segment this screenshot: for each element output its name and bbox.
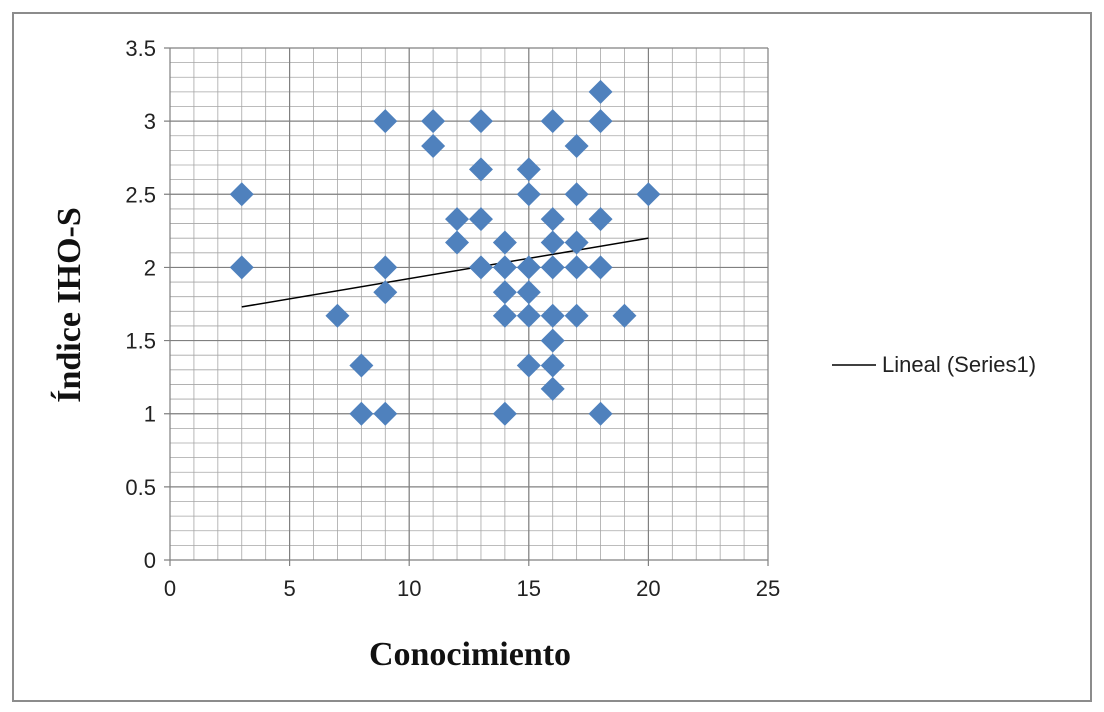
data-point xyxy=(492,303,517,328)
data-point xyxy=(516,280,541,305)
data-point xyxy=(540,328,565,353)
data-point xyxy=(636,182,661,207)
x-tick-label: 0 xyxy=(164,576,176,601)
data-point xyxy=(492,230,517,255)
data-point xyxy=(468,109,493,134)
data-point xyxy=(373,401,398,426)
grid xyxy=(164,47,769,566)
y-tick-label: 1.5 xyxy=(125,329,156,354)
y-tick-label: 1 xyxy=(144,402,156,427)
legend-label: Lineal (Series1) xyxy=(882,352,1036,377)
data-point xyxy=(445,207,470,232)
data-point xyxy=(468,207,493,232)
y-tick-label: 3.5 xyxy=(125,36,156,61)
legend: Lineal (Series1) xyxy=(832,352,1036,377)
data-point xyxy=(540,255,565,280)
data-point xyxy=(564,303,589,328)
x-tick-label: 20 xyxy=(636,576,660,601)
data-point xyxy=(540,303,565,328)
data-points xyxy=(229,79,661,426)
data-point xyxy=(564,230,589,255)
data-point xyxy=(516,303,541,328)
data-point xyxy=(540,353,565,378)
data-point xyxy=(373,280,398,305)
data-point xyxy=(492,255,517,280)
y-tick-label: 3 xyxy=(144,109,156,134)
data-point xyxy=(492,280,517,305)
data-point xyxy=(612,303,637,328)
data-point xyxy=(540,207,565,232)
data-point xyxy=(540,376,565,401)
data-point xyxy=(516,353,541,378)
data-point xyxy=(229,255,254,280)
data-point xyxy=(588,109,613,134)
data-point xyxy=(516,157,541,182)
data-point xyxy=(421,109,446,134)
data-point xyxy=(373,109,398,134)
data-point xyxy=(468,157,493,182)
data-point xyxy=(421,134,446,159)
y-axis-title: Índice IHO-S xyxy=(51,207,88,403)
data-point xyxy=(349,353,374,378)
data-point xyxy=(445,230,470,255)
data-point xyxy=(540,109,565,134)
data-point xyxy=(516,255,541,280)
data-point xyxy=(492,401,517,426)
data-point xyxy=(325,303,350,328)
data-point xyxy=(588,401,613,426)
data-point xyxy=(516,182,541,207)
data-point xyxy=(468,255,493,280)
data-point xyxy=(588,79,613,104)
data-point xyxy=(349,401,374,426)
y-tick-label: 2 xyxy=(144,255,156,280)
data-point xyxy=(373,255,398,280)
y-tick-label: 0.5 xyxy=(125,475,156,500)
x-tick-label: 5 xyxy=(283,576,295,601)
x-tick-label: 25 xyxy=(756,576,780,601)
data-point xyxy=(564,182,589,207)
data-point xyxy=(229,182,254,207)
y-tick-label: 0 xyxy=(144,548,156,573)
tick-labels: 0 5 10 15 20 25 0 0.5 1 1.5 2 2.5 3 3.5 xyxy=(125,36,780,601)
x-tick-label: 10 xyxy=(397,576,421,601)
data-point xyxy=(564,255,589,280)
x-axis-title: Conocimiento xyxy=(369,636,571,673)
data-point xyxy=(588,207,613,232)
y-tick-label: 2.5 xyxy=(125,182,156,207)
data-point xyxy=(540,230,565,255)
data-point xyxy=(564,134,589,159)
x-tick-label: 15 xyxy=(517,576,541,601)
data-point xyxy=(588,255,613,280)
